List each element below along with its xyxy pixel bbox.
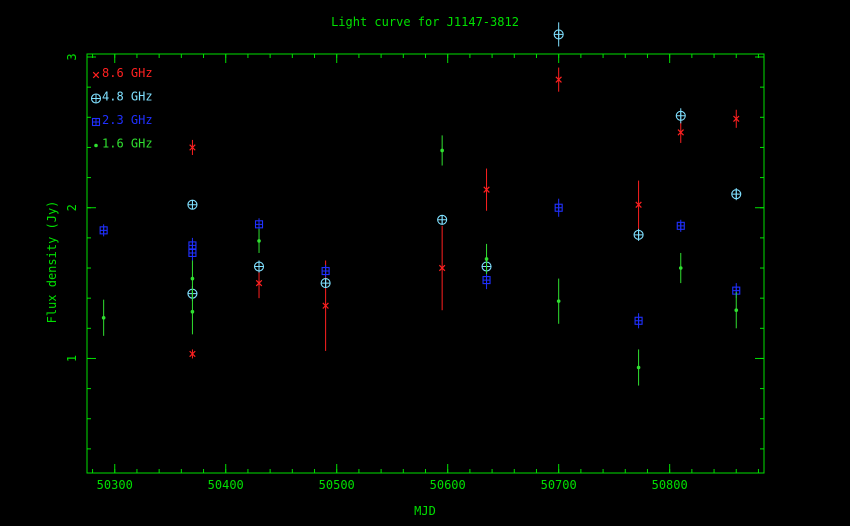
legend-label: 1.6 GHz (102, 137, 153, 151)
data-point (677, 129, 684, 136)
x-tick-label: 50600 (430, 478, 466, 492)
data-point (484, 257, 489, 261)
legend-label: 2.3 GHz (102, 113, 153, 127)
data-point-cross (677, 222, 685, 230)
legend-marker (94, 143, 98, 148)
chart-title: Light curve for J1147-3812 (331, 15, 519, 29)
data-point (438, 264, 446, 272)
data-point-cross (437, 215, 447, 225)
data-point-cross (321, 278, 331, 288)
legend-entry: 1.6 GHz (94, 137, 153, 151)
data-point (257, 239, 261, 243)
data-point-cross (254, 262, 264, 272)
y-tick-label: 1 (65, 355, 79, 362)
data-point (556, 299, 561, 303)
data-point (483, 186, 490, 193)
x-tick-label: 50300 (97, 478, 133, 492)
data-point (440, 148, 444, 153)
legend-marker-cross (92, 118, 100, 126)
data-point-cross (635, 317, 643, 325)
data-point (636, 365, 641, 370)
legend-marker (92, 71, 100, 79)
data-point-cross (731, 189, 741, 199)
data-point-cross (676, 111, 686, 121)
data-point-cross (555, 204, 563, 212)
legend-entry: 4.8 GHz (90, 90, 153, 104)
legend-marker-cross (91, 94, 101, 103)
data-point (255, 279, 263, 287)
data-point (733, 115, 740, 123)
x-tick-label: 50800 (652, 478, 688, 492)
data-point (678, 266, 683, 270)
series-2-3-ghz (99, 198, 741, 329)
data-point-cross (483, 276, 491, 284)
data-point (189, 350, 196, 358)
series-1-6-ghz (101, 135, 739, 386)
legend-entry: 2.3 GHz (91, 113, 153, 127)
y-tick-label: 3 (65, 53, 79, 60)
data-point-cross (554, 29, 564, 39)
legend: 8.6 GHz 4.8 GHz 2.3 GHz 1.6 GHz (90, 66, 153, 151)
data-point (190, 276, 195, 281)
x-tick-label: 50700 (541, 478, 577, 492)
y-tick-label: 2 (65, 204, 79, 211)
x-tick-label: 50400 (208, 478, 244, 492)
data-point (322, 302, 329, 309)
data-point-cross (187, 200, 197, 210)
data-point (189, 144, 196, 151)
data-point-cross (100, 226, 108, 234)
data-point-cross (322, 267, 330, 275)
x-tick-label: 50500 (319, 478, 355, 492)
data-point-cross (634, 230, 644, 240)
data-point (635, 201, 642, 208)
x-axis-label: MJD (414, 504, 436, 518)
data-point (190, 309, 195, 314)
data-marks (99, 22, 742, 386)
data-point (734, 308, 739, 313)
legend-entry: 8.6 GHz (92, 66, 153, 80)
legend-label: 8.6 GHz (102, 66, 153, 80)
data-point (555, 76, 562, 83)
data-point-cross (255, 220, 263, 228)
y-axis-label: Flux density (Jy) (45, 201, 59, 324)
axes: 50300 50400 50500 50600 50700 50800 1 2 3 (65, 53, 764, 492)
legend-label: 4.8 GHz (102, 90, 153, 104)
data-point-cross (188, 249, 196, 257)
data-point (101, 315, 106, 320)
